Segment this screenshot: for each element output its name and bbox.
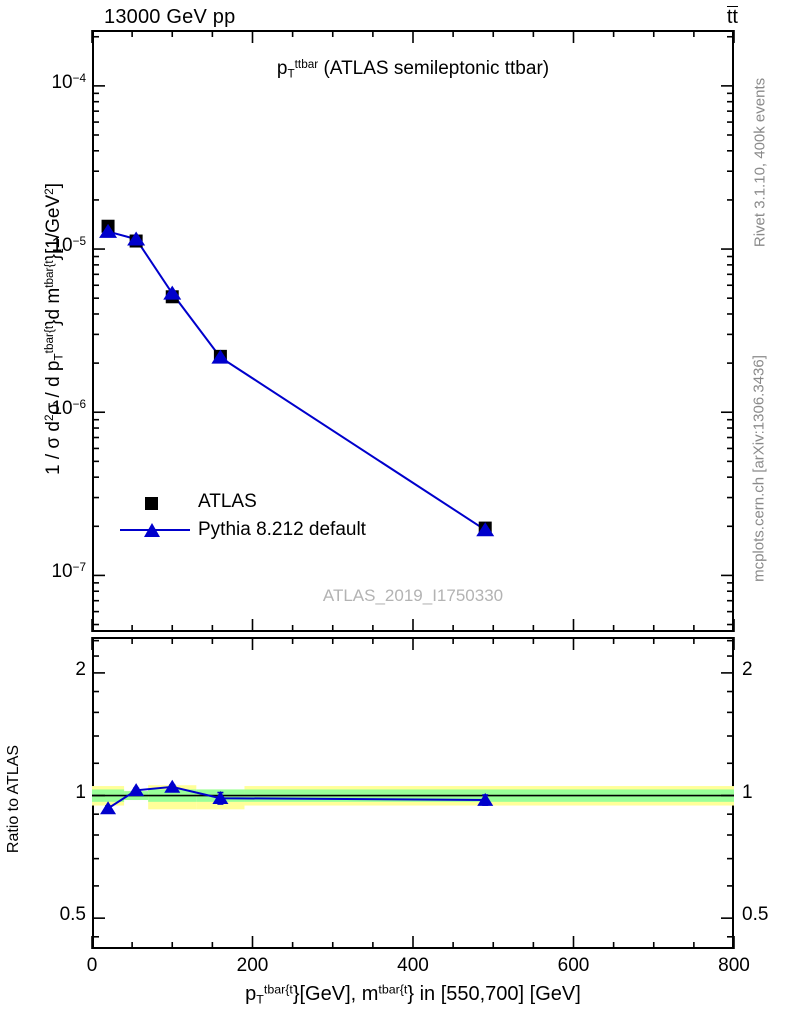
ratio-point-triangle — [128, 783, 145, 797]
beam-energy-label: 13000 GeV pp — [104, 6, 236, 28]
mc-point-triangle — [99, 223, 118, 238]
y-tick-label-ratio-left-1: 1 — [75, 781, 86, 803]
process-label-text: tt — [726, 6, 738, 28]
ratio-point-triangle — [164, 779, 181, 793]
y-tick-label-main-3: 10−7 — [51, 561, 86, 583]
legend-item-atlas: ATLAS — [118, 488, 366, 516]
x-tick-label-0: 0 — [86, 955, 98, 976]
legend-key-triangle-line — [118, 518, 192, 542]
y-tick-label-ratio-left-0: 2 — [75, 658, 86, 680]
mc-point-triangle — [163, 285, 182, 300]
ratio-point-triangle — [100, 801, 117, 815]
y-tick-label-ratio-right-1: 1 — [742, 781, 753, 803]
legend: ATLAS Pythia 8.212 default — [118, 488, 366, 544]
mc-point-triangle — [127, 231, 146, 246]
legend-key-square — [118, 490, 192, 514]
square-marker-icon — [145, 497, 158, 510]
process-label: tt — [726, 6, 738, 29]
y-tick-label-ratio-right-2: 0.5 — [742, 904, 769, 926]
mc-curve — [107, 230, 486, 531]
analysis-watermark: ATLAS_2019_I1750330 — [322, 586, 504, 605]
legend-label-atlas: ATLAS — [198, 491, 257, 512]
x-tick-label-600: 600 — [557, 955, 590, 976]
ratio-point-triangle — [212, 791, 229, 805]
y-tick-label-main-1: 10−5 — [51, 234, 86, 257]
ratio-point-triangle — [477, 792, 494, 806]
legend-label-pythia: Pythia 8.212 default — [198, 519, 366, 540]
y-tick-label-ratio-left-2: 0.5 — [59, 904, 86, 926]
x-tick-label-400: 400 — [397, 955, 429, 976]
mc-point-triangle — [211, 349, 230, 364]
mc-point-triangle — [476, 522, 495, 537]
y-tick-label-main-2: 10−6 — [51, 398, 86, 420]
triangle-marker-icon — [144, 523, 160, 537]
x-tick-label-200: 200 — [236, 955, 269, 976]
y-tick-label-ratio-right-0: 2 — [742, 658, 753, 680]
legend-item-pythia: Pythia 8.212 default — [118, 516, 366, 544]
y-tick-label-main-0: 10−4 — [51, 71, 86, 93]
plot-title: pTttbar (ATLAS semileptonic ttbar) — [276, 57, 550, 81]
x-axis-title: pTtbar{t}[GeV], mtbar{t} in [550,700] [G… — [245, 982, 581, 1007]
x-tick-label-800: 800 — [718, 955, 750, 976]
